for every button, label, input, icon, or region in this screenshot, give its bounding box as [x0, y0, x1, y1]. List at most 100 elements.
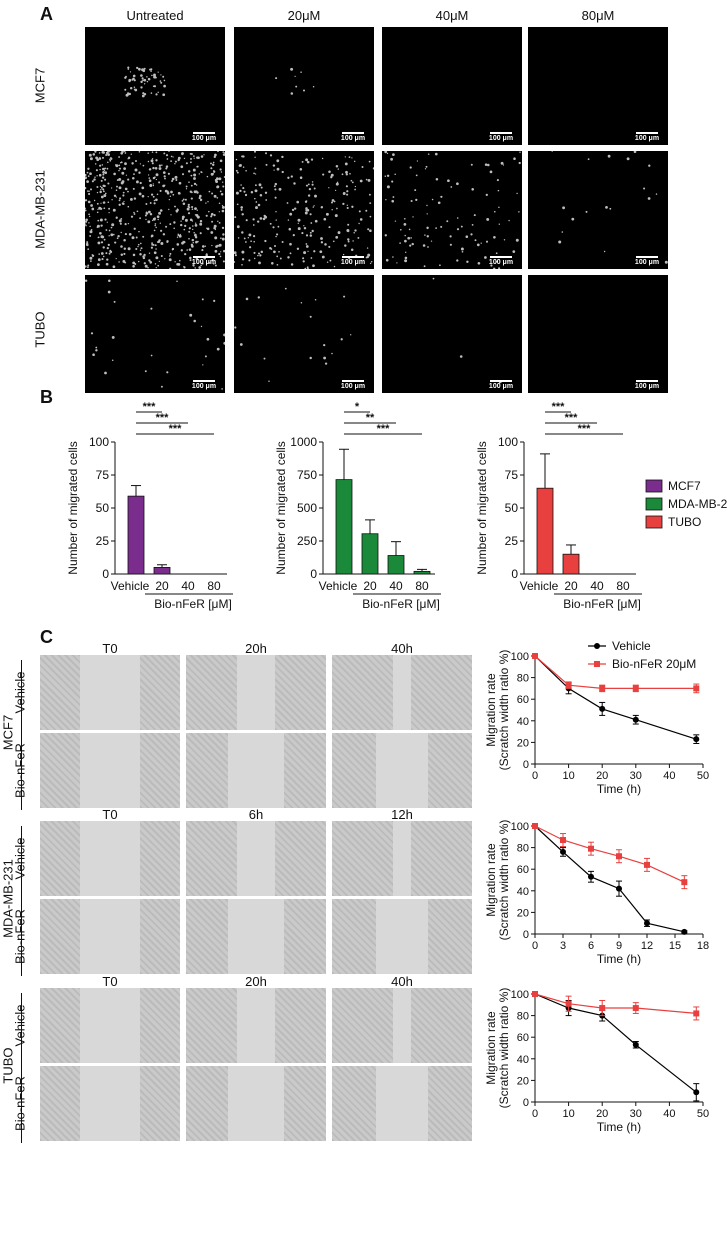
cell-dot	[163, 184, 166, 187]
cell-dot	[100, 241, 104, 244]
cell-dot	[430, 240, 433, 242]
cell-dot	[257, 296, 260, 299]
y-tick-label: 40	[517, 716, 529, 728]
cell-dot	[107, 201, 110, 203]
cell-dot	[404, 259, 408, 263]
col-title-40um: 40μM	[435, 8, 469, 23]
cell-dot	[342, 253, 345, 256]
y-axis-label-2: (Scratch width ratio %)	[497, 650, 511, 771]
cell-dot	[359, 179, 363, 183]
cell-dot	[253, 172, 255, 175]
brightfield-image	[332, 1066, 472, 1141]
cell-dot	[190, 184, 193, 187]
cell-dot	[211, 220, 214, 223]
cell-dot	[186, 249, 189, 251]
scale-bar: 100 μm	[632, 256, 662, 266]
bar-20	[153, 566, 171, 575]
cell-dot	[121, 151, 124, 154]
cell-dot	[144, 370, 147, 373]
cell-dot	[254, 189, 258, 193]
cell-dot	[449, 243, 452, 246]
y-tick-label: 80	[517, 1011, 529, 1023]
cell-dot	[140, 247, 143, 250]
cell-dot	[241, 209, 243, 211]
cell-dot	[351, 157, 353, 159]
cell-dot	[85, 265, 87, 268]
cell-dot	[346, 204, 348, 206]
cell-dot	[189, 190, 192, 193]
cell-dot	[132, 74, 136, 78]
y-axis-label-2: (Scratch width ratio %)	[497, 820, 511, 941]
cell-dot	[223, 249, 225, 253]
cell-dot	[134, 168, 138, 172]
cell-dot	[106, 167, 109, 170]
cell-dot	[193, 173, 197, 177]
cell-dot	[181, 217, 185, 221]
cell-dot	[253, 257, 256, 260]
cell-dot	[154, 244, 157, 247]
cell-dot	[275, 211, 277, 213]
cell-dot	[157, 91, 159, 94]
micrograph-MDA-MB-231-1: 100 μm	[234, 151, 374, 269]
cell-dot	[471, 188, 474, 191]
cell-dot	[333, 200, 336, 203]
cell-dot	[274, 188, 277, 191]
cell-dot	[257, 220, 260, 223]
cell-dot	[487, 163, 490, 167]
cell-dot	[203, 154, 205, 156]
line-chart-2: 0 20 40 60 80 100 0 3 6 9 12 15 18 Time (h) Migration …	[484, 820, 709, 966]
cell-dot	[221, 205, 225, 209]
cell-dot	[201, 171, 203, 174]
cell-dot	[354, 188, 356, 191]
cell-dot	[97, 241, 101, 245]
cell-dot	[434, 152, 438, 156]
cell-dot	[253, 251, 256, 254]
cell-dot	[219, 255, 222, 258]
cell-dot	[144, 255, 146, 257]
cell-dot	[220, 171, 223, 173]
cell-dot	[221, 204, 224, 207]
cell-dot	[183, 157, 186, 160]
cell-dot	[427, 246, 429, 248]
cell-dot	[344, 162, 348, 166]
cell-dot	[188, 230, 191, 233]
cell-dot	[334, 214, 338, 218]
y-tick-label: 100	[511, 821, 529, 833]
cell-dot	[142, 92, 145, 95]
significance-stars: *	[355, 401, 360, 413]
cell-dot	[170, 155, 173, 158]
cell-monolayer-left	[186, 821, 238, 896]
cell-dot	[148, 179, 152, 182]
cell-dot	[87, 266, 89, 269]
cell-dot	[174, 261, 176, 263]
cell-dot	[558, 240, 562, 244]
cell-dot	[151, 243, 154, 246]
cell-dot	[146, 80, 149, 83]
cell-dot	[201, 245, 205, 248]
time-title: T0	[102, 974, 118, 989]
cell-dot	[470, 163, 473, 166]
cell-dot	[289, 252, 292, 255]
cell-dot	[187, 203, 190, 206]
cell-dot	[170, 214, 172, 216]
cell-dot	[145, 212, 149, 215]
data-point	[693, 1089, 700, 1096]
x-tick-label: 80	[207, 579, 221, 593]
cell-dot	[459, 355, 463, 358]
cell-dot	[110, 157, 113, 160]
cell-dot	[191, 220, 194, 222]
cell-dot	[174, 160, 177, 163]
cell-dot	[605, 206, 608, 209]
cell-dot	[354, 229, 357, 232]
data-point	[599, 1005, 606, 1012]
cell-dot	[219, 190, 222, 193]
cell-dot	[234, 251, 237, 255]
x-tick-label: 0	[532, 940, 538, 952]
scale-bar-label: 100 μm	[488, 383, 514, 390]
cell-dot	[182, 202, 186, 206]
scale-bar: 100 μm	[338, 132, 368, 142]
time-title: T0	[102, 641, 118, 656]
cell-dot	[324, 362, 328, 365]
data-point	[599, 685, 606, 692]
cell-dot	[269, 154, 273, 157]
